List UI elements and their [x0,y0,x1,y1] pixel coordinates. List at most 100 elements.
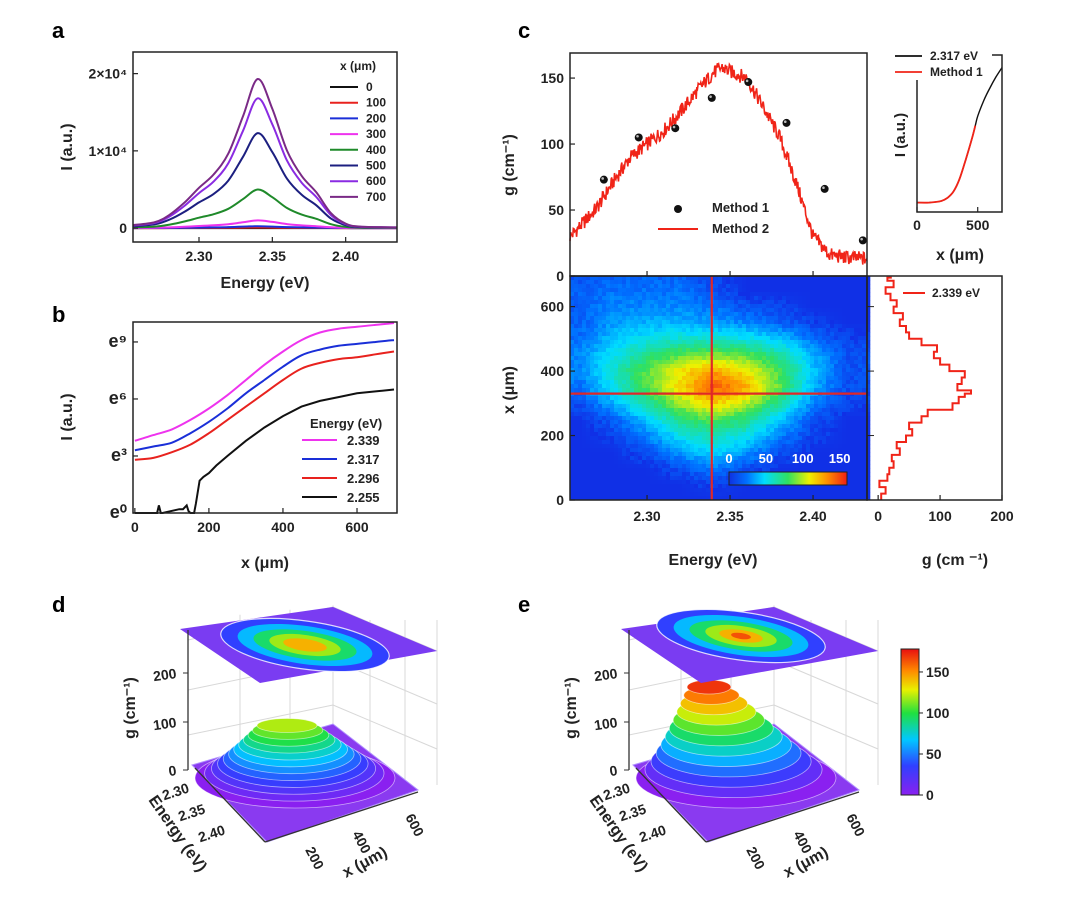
heatmap-cell [810,424,815,429]
heatmap-cell [662,488,667,493]
heatmap-cell [682,408,687,413]
heatmap-cell [742,368,747,373]
heatmap-cell [714,488,719,493]
heatmap-cell [714,356,719,361]
heatmap-cell [798,484,803,489]
heatmap-cell [662,328,667,333]
heatmap-cell [586,400,591,405]
heatmap-cell [846,276,851,281]
heatmap-cell [666,472,671,477]
heatmap-cell [658,316,663,321]
heatmap-cell [634,496,639,501]
heatmap-cell [614,332,619,337]
heatmap-cell [586,372,591,377]
heatmap-cell [714,484,719,489]
heatmap-cell [766,420,771,425]
heatmap-cell [650,440,655,445]
heatmap-cell [814,428,819,433]
heatmap-cell [698,372,703,377]
heatmap-cell [858,356,863,361]
heatmap-cell [862,492,867,497]
heatmap-cell [606,472,611,477]
heatmap-cell [734,492,739,497]
heatmap-cell [738,284,743,289]
heatmap-cell [662,316,667,321]
heatmap-cell [674,460,679,465]
heatmap-cell [682,388,687,393]
heatmap-cell [810,440,815,445]
heatmap-cell [722,408,727,413]
heatmap-cell [682,416,687,421]
heatmap-cell [714,384,719,389]
heatmap-cell [718,384,723,389]
heatmap-cell [782,352,787,357]
heatmap-cell [762,364,767,369]
heatmap-cell [638,320,643,325]
heatmap-cell [630,412,635,417]
heatmap-cell [742,372,747,377]
heatmap-cell [830,492,835,497]
heatmap-cell [654,368,659,373]
heatmap-cell [802,296,807,301]
heatmap-cell [838,436,843,441]
heatmap-cell [758,452,763,457]
heatmap-cell [586,412,591,417]
heatmap-cell [790,332,795,337]
heatmap-cell [598,456,603,461]
heatmap-cell [862,368,867,373]
heatmap-cell [634,488,639,493]
heatmap-cell [790,404,795,409]
heatmap-cell [706,340,711,345]
heatmap-cell [862,316,867,321]
heatmap-cell [730,324,735,329]
heatmap-cell [646,480,651,485]
heatmap-cell [698,416,703,421]
heatmap-cell [598,372,603,377]
heatmap-cell [834,388,839,393]
energy-tick-label: 2.40 [637,822,668,846]
heatmap-cell [682,464,687,469]
heatmap-cell [762,340,767,345]
heatmap-cell [670,336,675,341]
heatmap-cell [706,324,711,329]
heatmap-cell [682,396,687,401]
heatmap-cell [606,488,611,493]
heatmap-cell [718,432,723,437]
heatmap-cell [666,376,671,381]
heatmap-cell [650,428,655,433]
heatmap-cell [646,484,651,489]
heatmap-cell [594,400,599,405]
heatmap-cell [838,308,843,313]
heatmap-cell [806,496,811,501]
heatmap-cell [650,288,655,293]
heatmap-cell [806,340,811,345]
heatmap-cell [610,328,615,333]
heatmap-cell [866,336,871,341]
heatmap-cell [590,316,595,321]
heatmap-cell [662,292,667,297]
heatmap-cell [866,488,871,493]
heatmap-cell [866,324,871,329]
heatmap-cell [854,284,859,289]
heatmap-cell [806,428,811,433]
heatmap-cell [782,276,787,281]
heatmap-cell [718,388,723,393]
heatmap-cell [626,300,631,305]
heatmap-cell [642,448,647,453]
heatmap-cell [854,404,859,409]
heatmap-cell [854,276,859,281]
heatmap-cell [866,284,871,289]
heatmap-cell [838,460,843,465]
heatmap-cell [630,496,635,501]
heatmap-cell [678,316,683,321]
heatmap-cell [670,288,675,293]
heatmap-cell [678,324,683,329]
heatmap-cell [742,284,747,289]
heatmap-cell [598,424,603,429]
heatmap-cell [862,448,867,453]
heatmap-cell [642,280,647,285]
heatmap-cell [614,476,619,481]
heatmap-cell [778,408,783,413]
heatmap-cell [830,364,835,369]
